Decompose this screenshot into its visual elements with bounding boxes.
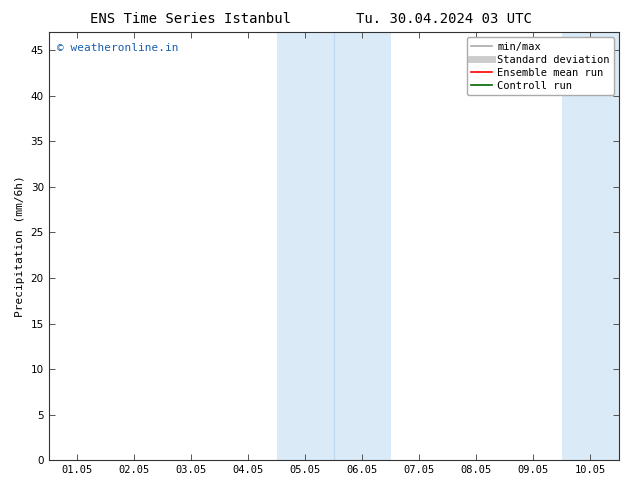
Text: ENS Time Series Istanbul: ENS Time Series Istanbul xyxy=(89,12,291,26)
Bar xyxy=(334,32,391,460)
Y-axis label: Precipitation (mm/6h): Precipitation (mm/6h) xyxy=(15,175,25,317)
Text: Tu. 30.04.2024 03 UTC: Tu. 30.04.2024 03 UTC xyxy=(356,12,532,26)
Text: © weatheronline.in: © weatheronline.in xyxy=(57,43,179,53)
Bar xyxy=(562,32,619,460)
Legend: min/max, Standard deviation, Ensemble mean run, Controll run: min/max, Standard deviation, Ensemble me… xyxy=(467,37,614,95)
Bar xyxy=(277,32,334,460)
